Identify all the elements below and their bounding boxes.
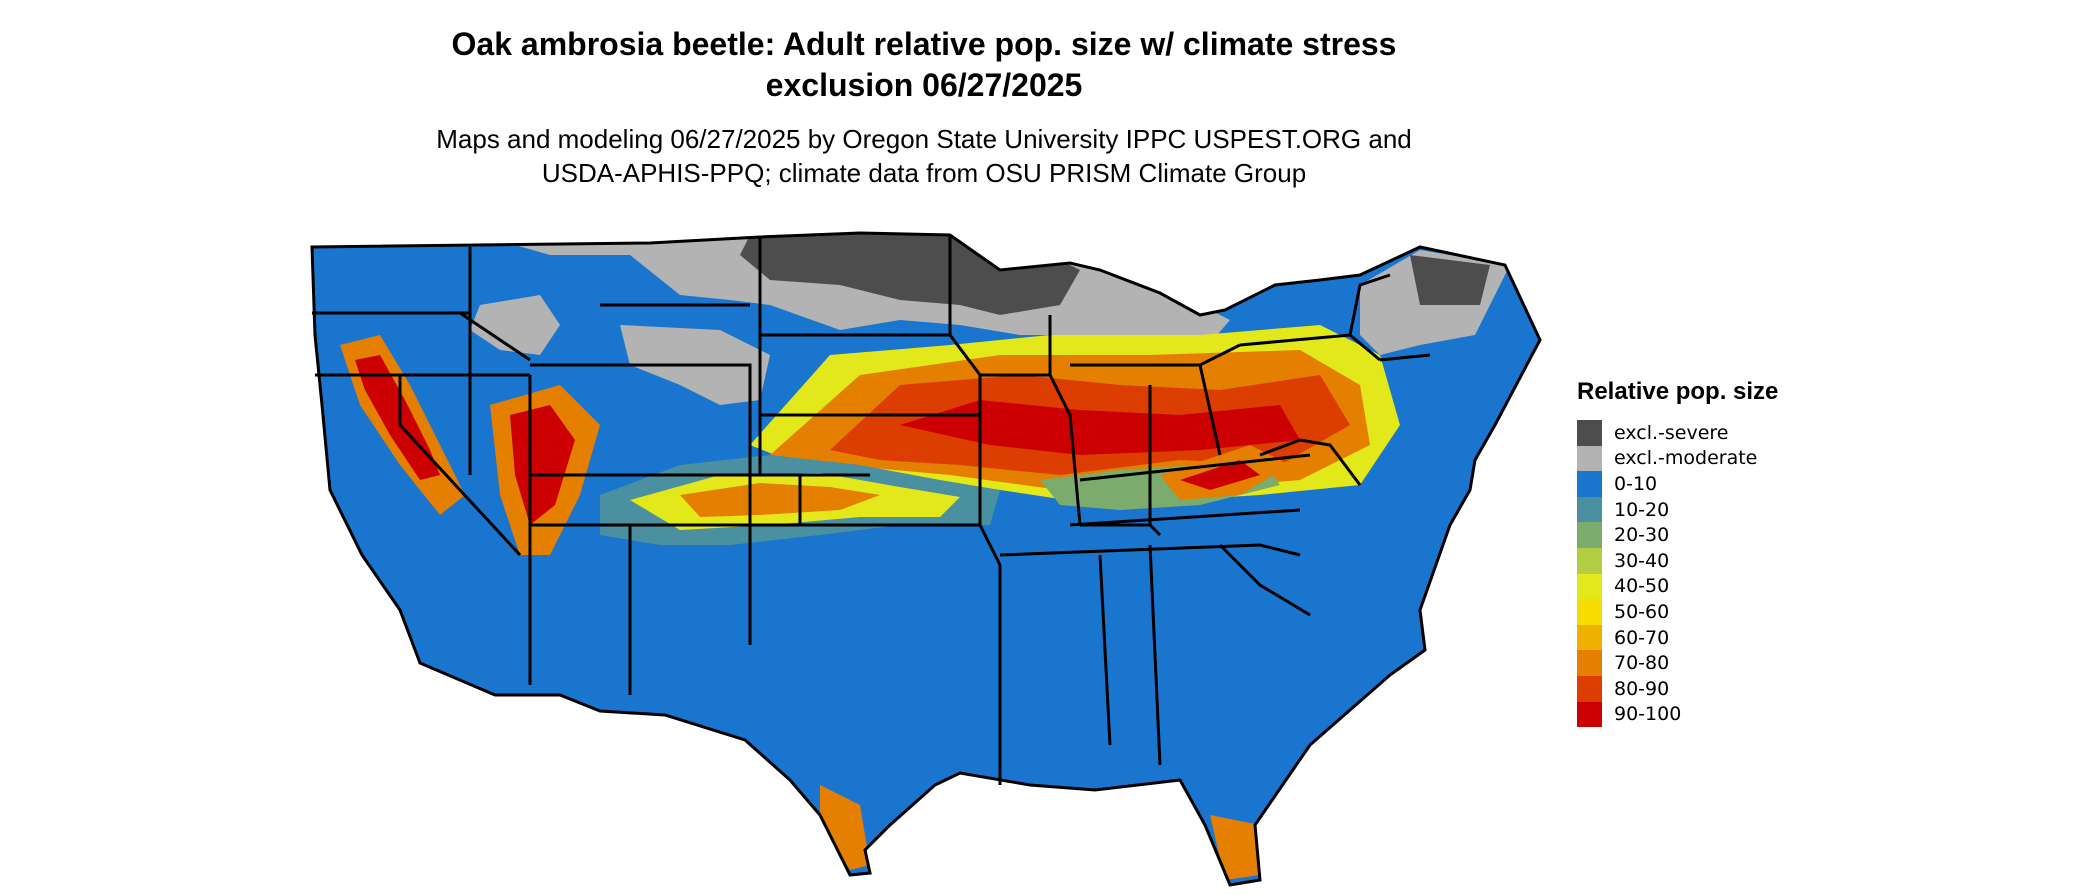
legend-label: 60-70 bbox=[1614, 626, 1670, 649]
map-title-line1: Oak ambrosia beetle: Adult relative pop.… bbox=[451, 26, 1397, 62]
legend-item: 70-80 bbox=[1577, 650, 1778, 676]
map-subtitle: Maps and modeling 06/27/2025 by Oregon S… bbox=[0, 122, 1848, 190]
legend-swatch bbox=[1577, 624, 1602, 651]
legend-title: Relative pop. size bbox=[1577, 378, 1779, 405]
legend-item: excl.-severe bbox=[1577, 420, 1778, 446]
legend-label: 0-10 bbox=[1614, 472, 1658, 495]
legend-label: 50-60 bbox=[1614, 600, 1670, 623]
legend-swatch bbox=[1577, 573, 1602, 600]
legend-swatch bbox=[1577, 547, 1602, 574]
legend-swatch bbox=[1577, 420, 1602, 446]
state-borders bbox=[310, 231, 1542, 887]
legend-item: 60-70 bbox=[1577, 624, 1778, 651]
legend-label: excl.-severe bbox=[1614, 421, 1729, 444]
legend-label: 20-30 bbox=[1614, 524, 1670, 547]
legend-item: 50-60 bbox=[1577, 599, 1778, 625]
map-title: Oak ambrosia beetle: Adult relative pop.… bbox=[0, 24, 1848, 106]
legend-swatch bbox=[1577, 496, 1602, 523]
map-title-line2: exclusion 06/27/2025 bbox=[765, 67, 1083, 103]
legend-label: 70-80 bbox=[1614, 652, 1670, 675]
legend-item: 10-20 bbox=[1577, 496, 1778, 523]
legend-item: excl.-moderate bbox=[1577, 445, 1778, 472]
legend-label: 80-90 bbox=[1614, 677, 1670, 700]
map-subtitle-line1: Maps and modeling 06/27/2025 by Oregon S… bbox=[436, 124, 1412, 154]
legend-item: 20-30 bbox=[1577, 522, 1778, 548]
us-risk-map bbox=[310, 231, 1542, 887]
legend: Relative pop. size excl.-severe excl.-mod… bbox=[1577, 378, 1779, 728]
legend-label: excl.-moderate bbox=[1614, 447, 1758, 470]
map-subtitle-line2: USDA-APHIS-PPQ; climate data from OSU PR… bbox=[541, 158, 1307, 188]
legend-swatch bbox=[1577, 522, 1602, 548]
legend-swatch bbox=[1577, 445, 1602, 472]
risk-surface bbox=[312, 233, 1540, 885]
legend-item: 80-90 bbox=[1577, 675, 1778, 702]
legend-swatch bbox=[1577, 675, 1602, 702]
legend-label: 30-40 bbox=[1614, 549, 1670, 572]
legend-item: 40-50 bbox=[1577, 573, 1778, 600]
legend-swatch bbox=[1577, 471, 1602, 497]
legend-swatch bbox=[1577, 650, 1602, 676]
legend-label: 90-100 bbox=[1614, 703, 1682, 726]
legend-item: 0-10 bbox=[1577, 471, 1778, 497]
legend-label: 40-50 bbox=[1614, 575, 1670, 598]
legend-label: 10-20 bbox=[1614, 498, 1670, 521]
legend-items: excl.-severe excl.-moderate 0-10 10-20 20-30… bbox=[1577, 420, 1778, 728]
legend-swatch bbox=[1577, 599, 1602, 625]
legend-swatch bbox=[1577, 701, 1602, 728]
legend-item: 30-40 bbox=[1577, 547, 1778, 574]
legend-item: 90-100 bbox=[1577, 701, 1778, 728]
